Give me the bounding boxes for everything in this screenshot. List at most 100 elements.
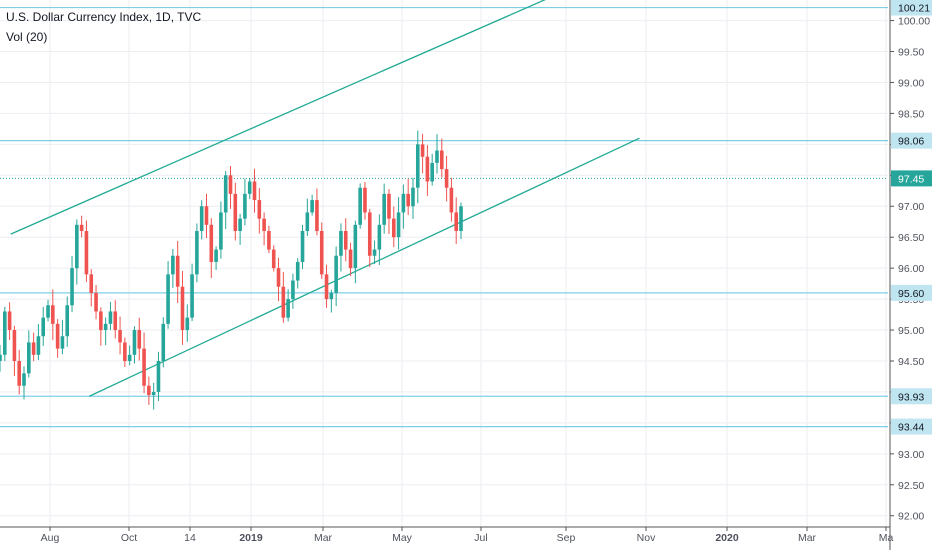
candle [55, 319, 60, 358]
candle [439, 138, 444, 178]
candle-body [353, 224, 358, 269]
candle-body [171, 255, 175, 275]
candle-body [305, 212, 310, 232]
candle-body [103, 323, 108, 331]
candle-body [22, 373, 26, 386]
candle [156, 351, 161, 402]
candle-body [295, 261, 300, 281]
candle [195, 223, 199, 283]
candle-body [41, 317, 46, 337]
candle-body [166, 274, 170, 324]
candle [41, 306, 46, 346]
candle [276, 257, 281, 302]
candle-body [27, 342, 31, 374]
candle-body [46, 305, 50, 318]
candle [247, 178, 252, 200]
candle [171, 248, 175, 288]
time-tick-label: Nov [637, 532, 656, 544]
candle [348, 242, 353, 277]
candle-body [79, 224, 84, 232]
candle [367, 208, 372, 268]
level-price-label-bg [891, 132, 932, 149]
time-tick-label: Jul [474, 532, 487, 544]
candle [295, 257, 300, 289]
candle [190, 263, 194, 322]
candle-body [372, 249, 377, 256]
candle [406, 178, 410, 216]
candle-body [132, 330, 137, 355]
candle-body [108, 311, 113, 324]
candle [75, 219, 79, 285]
candle [430, 153, 434, 186]
level-price-label-bg [891, 418, 932, 435]
candle-body [219, 212, 223, 250]
candle [454, 197, 458, 244]
time-tick-label: Oct [121, 532, 137, 544]
time-tick-label: 14 [184, 532, 196, 544]
volume-indicator-label[interactable]: Vol (20) [6, 30, 48, 44]
candle [123, 337, 127, 368]
candle-body [339, 231, 343, 256]
level-price-label-bg [891, 0, 932, 16]
time-tick-label: 2019 [239, 532, 263, 544]
candle [79, 215, 84, 238]
candle-body [425, 156, 430, 182]
channel-lower-line[interactable] [89, 137, 640, 397]
price-axis[interactable]: 92.0092.5093.0093.5094.0094.5095.0095.50… [889, 0, 930, 550]
candle-body [377, 224, 382, 250]
candle [142, 332, 146, 394]
candle [7, 302, 12, 341]
trend-channel[interactable] [10, 0, 640, 397]
candle-body [113, 311, 118, 331]
candle-body [420, 144, 425, 157]
symbol-title[interactable]: U.S. Dollar Currency Index, 1D, TVC [6, 10, 202, 24]
candle [12, 325, 17, 377]
time-tick-label: Aug [41, 532, 60, 544]
candle-body [435, 150, 439, 163]
candle [238, 213, 242, 245]
candle [36, 323, 41, 361]
candle-body [387, 193, 391, 219]
candle [267, 225, 271, 254]
candle-body [55, 323, 60, 349]
candle [281, 272, 286, 323]
candle [449, 177, 454, 222]
chart-legend: U.S. Dollar Currency Index, 1D, TVC Vol … [6, 7, 201, 47]
horizontal-levels[interactable] [0, 6, 888, 428]
time-axis[interactable]: Aug Oct 14 2019 Mar May Jul Sep Nov 2020 Mar Ma [0, 526, 893, 544]
candle-body [190, 274, 194, 318]
candle-body [348, 249, 353, 269]
candle [233, 182, 238, 241]
candle [17, 349, 22, 395]
candle [444, 155, 449, 202]
candle-body [137, 330, 142, 349]
candle [51, 289, 55, 341]
price-tick-label: 92.00 [898, 511, 924, 523]
price-labels: 100.21 98.06 95.60 93.93 93.44 97.45 [891, 0, 932, 435]
candle-body [358, 187, 362, 225]
candle [65, 296, 70, 347]
candle-body [147, 385, 151, 396]
candle [319, 222, 324, 279]
channel-upper-line[interactable] [10, 0, 561, 235]
candle [151, 382, 156, 410]
candle [175, 240, 180, 303]
candle [391, 206, 396, 248]
candle [219, 201, 223, 259]
candle-body [0, 354, 2, 361]
candle [286, 289, 290, 322]
candle-body [94, 292, 98, 312]
candle-body [267, 231, 271, 250]
last-price-label-bg [891, 170, 932, 187]
candle [291, 273, 295, 309]
candle-body [382, 193, 386, 225]
candle [103, 317, 108, 346]
last-price-label: 97.45 [898, 173, 924, 185]
candle-body [51, 305, 55, 324]
candle-body [257, 200, 262, 219]
candle-body [396, 212, 401, 238]
price-tick-label: 98.50 [898, 108, 924, 120]
candle [209, 218, 214, 279]
